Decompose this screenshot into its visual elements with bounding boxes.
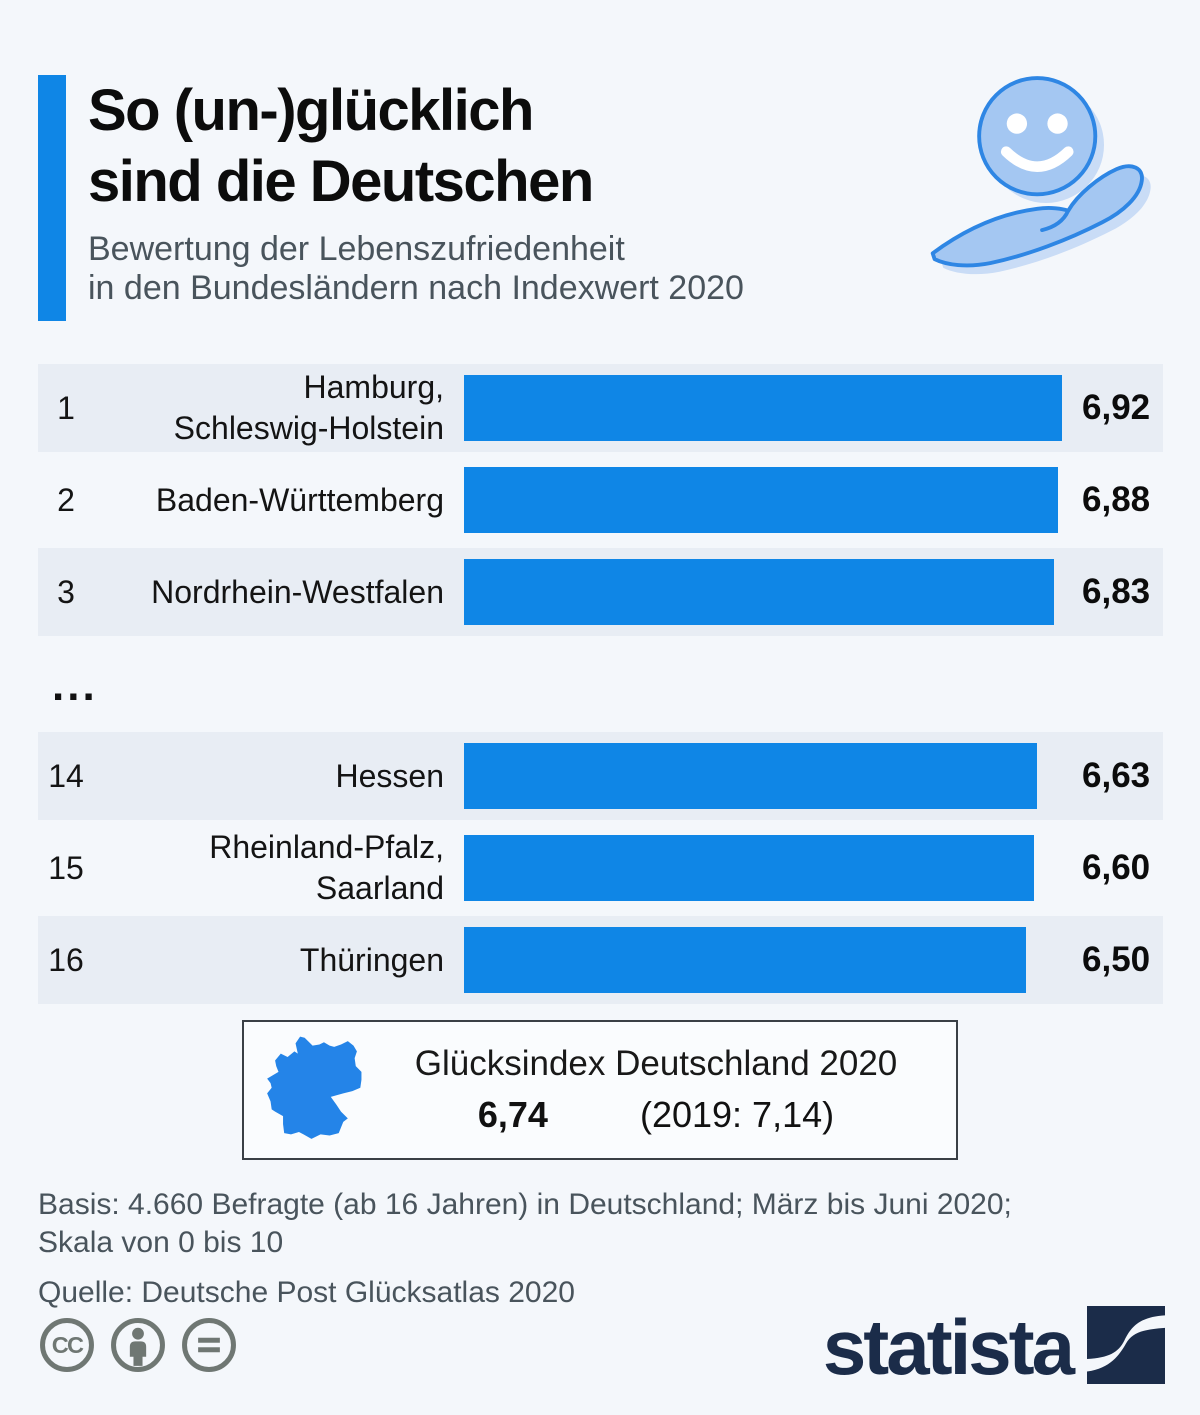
value-bar [464, 927, 1026, 993]
page-title: So (un-)glücklich sind die Deutschen [88, 75, 744, 218]
cc-nd-equals-icon [180, 1316, 238, 1379]
value-bar [464, 375, 1062, 441]
value-bar [464, 467, 1059, 533]
cc-icon: CC [38, 1316, 96, 1379]
statista-logo-icon [1087, 1306, 1165, 1389]
summary-previous-value: (2019: 7,14) [639, 1094, 835, 1135]
basis-line-1: Basis: 4.660 Befragte (ab 16 Jahren) in … [38, 1188, 1012, 1221]
value-bar [464, 559, 1055, 625]
value-bar [464, 835, 1035, 901]
ranking-row: 2 Baden-Württemberg 6,88 [38, 456, 1163, 544]
value-label: 6,88 [1082, 480, 1151, 519]
header: So (un-)glücklich sind die Deutschen Bew… [0, 0, 1200, 321]
rank-label: 3 [57, 573, 75, 610]
rank-label: 2 [57, 481, 75, 518]
smiley-in-hand-icon [923, 61, 1165, 318]
rank-label: 15 [48, 849, 84, 886]
state-label: Hessen [335, 757, 445, 794]
state-label: Nordrhein-Westfalen [151, 573, 444, 610]
ranking-row: 1 Hamburg, Schleswig-Holstein 6,92 [38, 364, 1163, 452]
title-line-2: sind die Deutschen [88, 149, 594, 215]
svg-text:CC: CC [52, 1332, 84, 1358]
bar-track [464, 559, 1064, 625]
bar-track [464, 467, 1064, 533]
summary-values: 6,74 (2019: 7,14) [382, 1094, 930, 1136]
rank-label: 1 [57, 389, 75, 426]
state-label: Baden-Württemberg [155, 481, 444, 518]
subtitle-line-1: Bewertung der Lebenszufriedenheit [88, 229, 625, 268]
basis-line-2: Skala von 0 bis 10 [38, 1226, 284, 1260]
germany-map-icon [266, 1034, 366, 1146]
rank-label: 14 [48, 757, 84, 794]
rank-label: 16 [48, 941, 84, 978]
summary-value: 6,74 [477, 1094, 548, 1135]
title-block: So (un-)glücklich sind die Deutschen Bew… [88, 75, 744, 309]
bar-track [464, 835, 1064, 901]
bar-track [464, 927, 1064, 993]
value-label: 6,83 [1082, 572, 1151, 611]
bottom-bar: CC statista [38, 1306, 1165, 1389]
bar-track [464, 743, 1064, 809]
accent-bar [38, 75, 66, 321]
value-label: 6,50 [1082, 940, 1151, 979]
value-label: 6,63 [1082, 756, 1151, 795]
ranking-top-group: 1 Hamburg, Schleswig-Holstein 6,92 2 Bade… [0, 364, 1200, 636]
value-label: 6,60 [1082, 848, 1151, 887]
ranking-row: 15 Rheinland-Pfalz, Saarland 6,60 [38, 824, 1163, 912]
footnotes: Basis: 4.660 Befragte (ab 16 Jahren) in … [38, 1186, 1162, 1312]
bar-track [464, 375, 1064, 441]
ellipsis-label: ... [52, 661, 98, 710]
title-line-1: So (un-)glücklich [88, 78, 534, 143]
page-subtitle: Bewertung der Lebenszufriedenheit in den… [88, 230, 744, 309]
ranking-row: 14 Hessen 6,63 [38, 732, 1163, 820]
cc-by-person-icon [109, 1316, 167, 1379]
summary-title: Glücksindex Deutschland 2020 [414, 1044, 898, 1083]
value-bar [464, 743, 1037, 809]
state-label: Hamburg, Schleswig-Holstein [173, 369, 444, 446]
ranking-row: 16 Thüringen 6,50 [38, 916, 1163, 1004]
license-icons: CC [38, 1316, 238, 1379]
summary-box: Glücksindex Deutschland 2020 6,74 (2019:… [242, 1020, 958, 1160]
subtitle-line-2: in den Bundesländern nach Indexwert 2020 [88, 269, 744, 308]
ranking-bottom-group: 14 Hessen 6,63 15 Rheinland-Pfalz, Saarla… [0, 732, 1200, 1004]
summary-content: Glücksindex Deutschland 2020 6,74 (2019:… [366, 1044, 956, 1136]
brand: statista [823, 1306, 1165, 1389]
state-label: Thüringen [299, 941, 444, 978]
state-label: Rheinland-Pfalz, Saarland [209, 829, 444, 906]
source-line: Quelle: Deutsche Post Glücksatlas 2020 [38, 1276, 575, 1310]
brand-wordmark: statista [822, 1303, 1075, 1392]
ellipsis-row: ... [38, 640, 1162, 732]
ranking-row: 3 Nordrhein-Westfalen 6,83 [38, 548, 1163, 636]
value-label: 6,92 [1082, 388, 1151, 427]
